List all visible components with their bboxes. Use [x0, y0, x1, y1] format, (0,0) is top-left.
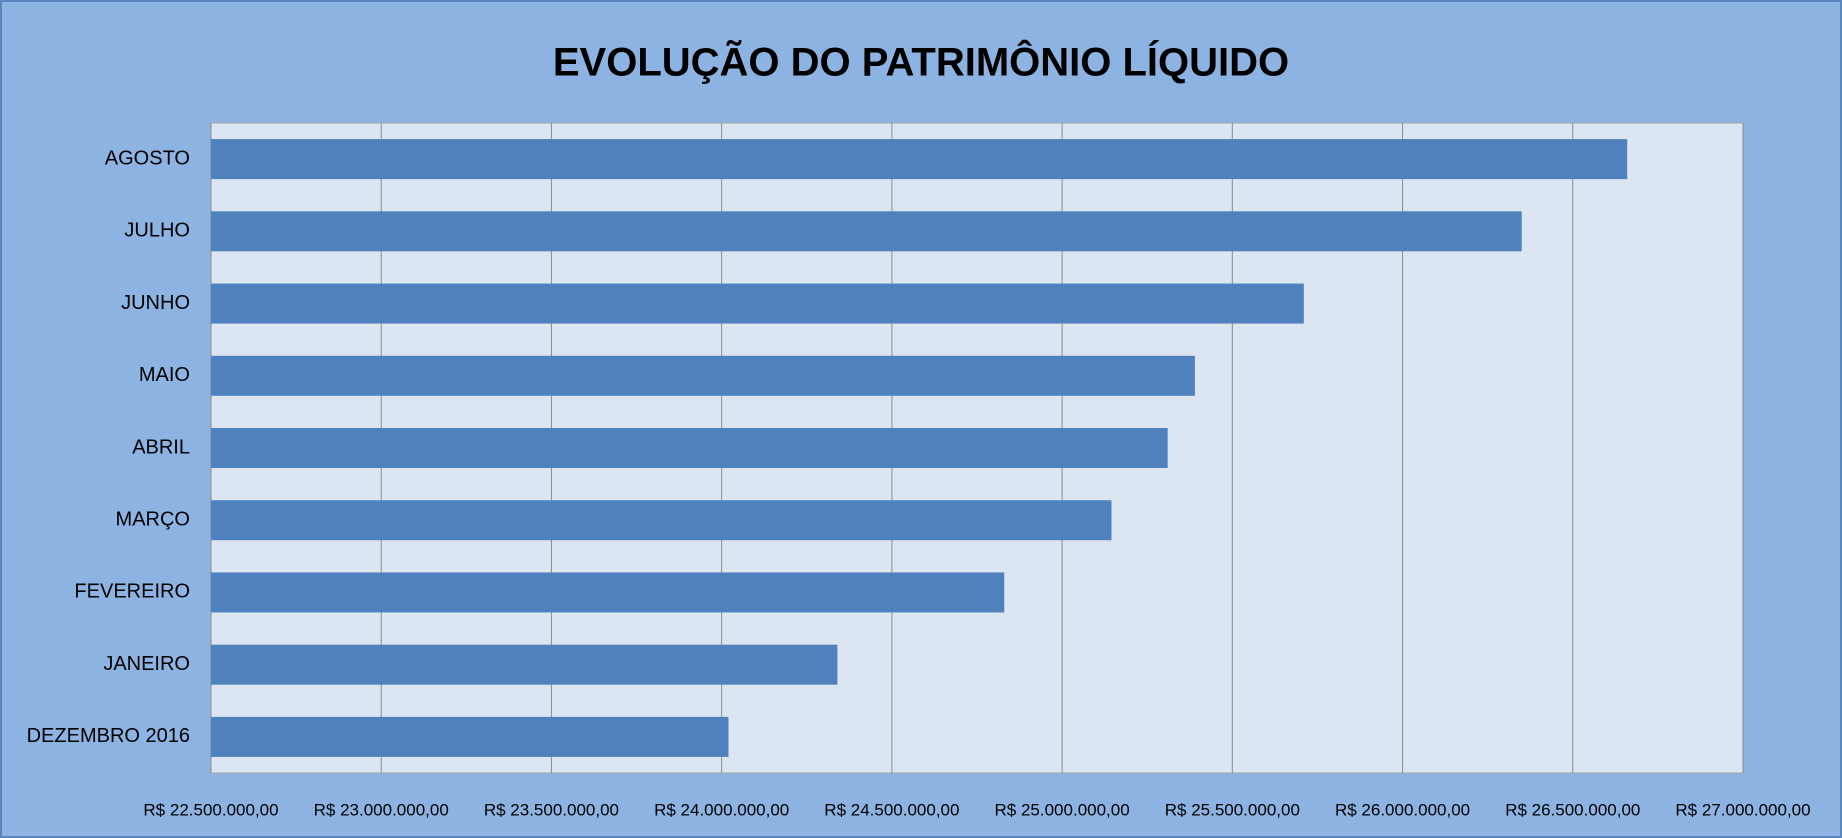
x-tick-label: R$ 25.000.000,00	[995, 800, 1130, 819]
x-tick-label: R$ 25.500.000,00	[1165, 800, 1300, 819]
y-tick-label: JULHO	[124, 220, 190, 242]
bar	[211, 211, 1522, 252]
bar	[211, 500, 1112, 541]
x-tick-label: R$ 24.000.000,00	[654, 800, 789, 819]
y-tick-label: FEVEREIRO	[74, 581, 190, 603]
x-tick-label: R$ 23.000.000,00	[314, 800, 449, 819]
y-tick-label: DEZEMBRO 2016	[27, 725, 190, 747]
y-tick-label: AGOSTO	[105, 147, 190, 169]
bar	[211, 716, 729, 757]
x-tick-label: R$ 26.500.000,00	[1505, 800, 1640, 819]
y-tick-label: MAIO	[139, 364, 190, 386]
y-tick-label: MARÇO	[116, 509, 190, 531]
chart-title: EVOLUÇÃO DO PATRIMÔNIO LÍQUIDO	[553, 39, 1289, 85]
bar	[211, 644, 838, 685]
y-tick-label: JUNHO	[121, 292, 190, 314]
bar	[211, 283, 1304, 324]
bar	[211, 428, 1168, 468]
y-tick-label: ABRIL	[132, 436, 190, 458]
bar	[211, 572, 1005, 613]
x-tick-label: R$ 24.500.000,00	[824, 800, 959, 819]
x-tick-label: R$ 23.500.000,00	[484, 800, 619, 819]
y-tick-label: JANEIRO	[103, 653, 190, 675]
x-tick-label: R$ 27.000.000,00	[1675, 800, 1810, 819]
x-tick-label: R$ 26.000.000,00	[1335, 800, 1470, 819]
x-tick-label: R$ 22.500.000,00	[143, 800, 278, 819]
bar	[211, 355, 1195, 396]
bar	[211, 139, 1628, 180]
